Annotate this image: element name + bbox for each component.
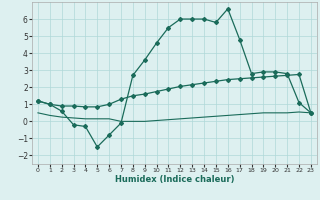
X-axis label: Humidex (Indice chaleur): Humidex (Indice chaleur) xyxy=(115,175,234,184)
